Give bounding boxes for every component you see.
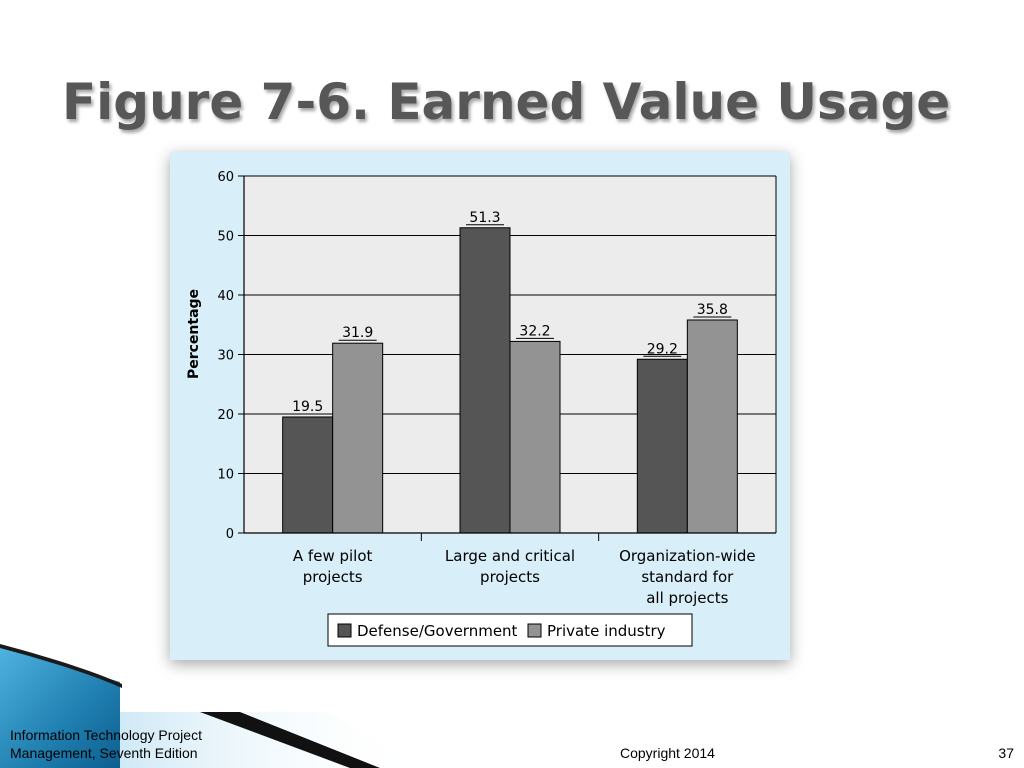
legend-swatch bbox=[527, 623, 542, 638]
bar-private-3 bbox=[686, 319, 738, 534]
axes bbox=[238, 175, 777, 541]
legend: Defense/Government Private industry bbox=[327, 613, 693, 647]
data-label: 32.2 bbox=[519, 323, 550, 339]
footer-book-title-line2: Management, Seventh Edition bbox=[10, 745, 198, 761]
x-category-label: projects bbox=[303, 568, 363, 586]
y-tick-label: 10 bbox=[217, 468, 234, 483]
x-category-label: projects bbox=[480, 568, 540, 586]
slide-title: Figure 7-6. Earned Value Usage bbox=[62, 73, 951, 131]
footer-book-title-line1: Information Technology Project bbox=[10, 727, 202, 743]
bar-defense-3 bbox=[636, 358, 688, 534]
bar-defense-1 bbox=[282, 416, 334, 534]
y-tick-label: 20 bbox=[217, 408, 234, 423]
x-category-label: Large and critical bbox=[445, 547, 575, 565]
data-labels: 19.5 31.9 51.3 32.2 29.2 35.8 bbox=[288, 210, 732, 415]
swoosh-blue bbox=[0, 646, 120, 768]
data-label: 19.5 bbox=[292, 399, 323, 415]
figure-panel: 19.5 31.9 51.3 32.2 29.2 35.8 0 10 20 30 40 50 60 A… bbox=[170, 152, 790, 660]
y-tick-labels: 0 10 20 30 40 50 60 bbox=[217, 170, 234, 542]
data-label: 29.2 bbox=[647, 341, 678, 357]
data-label: 31.9 bbox=[342, 325, 373, 341]
x-category-labels: A few pilot projects Large and critical pro… bbox=[293, 547, 756, 607]
legend-swatch bbox=[337, 623, 352, 638]
data-label: 51.3 bbox=[469, 210, 500, 226]
y-tick-label: 50 bbox=[217, 230, 234, 245]
y-tick-label: 40 bbox=[217, 289, 234, 304]
x-category-label: all projects bbox=[646, 589, 728, 607]
y-tick-label: 0 bbox=[226, 527, 234, 542]
y-axis-label: Percentage bbox=[186, 289, 202, 379]
footer-copyright: Copyright 2014 bbox=[620, 745, 715, 761]
footer-book-title: Information Technology Project Managemen… bbox=[10, 726, 310, 762]
legend-entry: Private industry bbox=[547, 622, 666, 640]
legend-entry: Defense/Government bbox=[357, 622, 518, 640]
swoosh-black-line bbox=[200, 712, 380, 768]
decorative-swoosh bbox=[0, 644, 420, 768]
y-tick-label: 60 bbox=[217, 170, 234, 185]
bar-defense-2 bbox=[459, 227, 511, 534]
bars bbox=[282, 227, 738, 534]
data-label: 35.8 bbox=[697, 302, 728, 318]
swoosh-dark bbox=[0, 644, 122, 688]
legend-box bbox=[327, 613, 693, 647]
x-category-label: Organization-wide bbox=[619, 547, 756, 565]
x-category-label: standard for bbox=[641, 568, 734, 586]
y-tick-label: 30 bbox=[217, 349, 234, 364]
page-number: 37 bbox=[998, 745, 1014, 761]
bar-private-2 bbox=[509, 340, 561, 534]
bar-private-1 bbox=[332, 342, 384, 534]
bar-chart: 19.5 31.9 51.3 32.2 29.2 35.8 0 10 20 30 40 50 60 A… bbox=[186, 170, 777, 647]
x-category-label: A few pilot bbox=[293, 547, 373, 565]
